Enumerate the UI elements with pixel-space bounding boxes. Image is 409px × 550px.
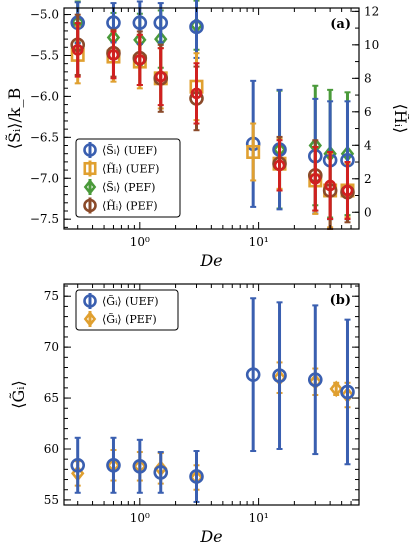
y-tick-label: −6.5 xyxy=(30,130,59,144)
y-tick-label: −6.0 xyxy=(30,89,59,103)
data-point xyxy=(132,15,148,31)
y-tick-label: 70 xyxy=(44,340,59,354)
data-point xyxy=(341,184,354,197)
y-tick-label: −7.0 xyxy=(30,171,59,185)
x-axis-label: De xyxy=(199,527,222,546)
data-point xyxy=(246,144,261,159)
x-axis-label: De xyxy=(199,251,222,270)
legend: ⟨S̃ᵢ⟩ (UEF) ⟨H̃ᵢ⟩ (UEF) ⟨S̃ᵢ⟩ (PEF) ⟨H̃ᵢ⟩ (… xyxy=(75,138,181,218)
y-tick-label: 2 xyxy=(364,172,372,186)
legend-box xyxy=(75,289,179,331)
data-point xyxy=(132,458,148,474)
data-point xyxy=(106,457,121,473)
legend-label: ⟨S̃ᵢ⟩ (PEF) xyxy=(102,181,155,194)
data-point xyxy=(153,15,169,31)
data-point xyxy=(273,159,286,172)
series-4 xyxy=(71,22,354,220)
x-tick-label: 10⁰ xyxy=(130,511,150,525)
y-axis-label-left: ⟨S̃ᵢ⟩/k_B xyxy=(5,88,24,150)
legend-marker xyxy=(83,311,97,327)
data-point xyxy=(71,44,84,56)
y-tick-label: 6 xyxy=(364,105,372,119)
data-point xyxy=(272,368,287,383)
legend-label: ⟨G̃ᵢ⟩ (PEF) xyxy=(102,313,157,326)
data-point xyxy=(190,87,203,100)
legend-marker xyxy=(83,198,97,213)
y-tick-label: 10 xyxy=(364,38,379,52)
y-tick-label: 55 xyxy=(44,493,59,507)
x-tick-label: 10¹ xyxy=(249,511,269,525)
legend-marker xyxy=(83,143,97,157)
data-point xyxy=(340,384,355,400)
y-tick-label: −5.0 xyxy=(30,8,59,22)
y-tick-label: 60 xyxy=(44,442,59,456)
data-point xyxy=(189,469,204,484)
legend-marker xyxy=(83,161,97,176)
y-tick-label: 65 xyxy=(44,391,59,405)
legend-label: ⟨H̃ᵢ⟩ (UEF) xyxy=(102,162,159,175)
data-point xyxy=(154,70,167,83)
legend-box xyxy=(75,138,181,218)
y-axis-label: ⟨G̃ᵢ⟩ xyxy=(9,380,28,408)
data-point xyxy=(189,19,204,35)
legend-label: ⟨S̃ᵢ⟩ (UEF) xyxy=(102,144,157,157)
data-point xyxy=(70,457,86,473)
legend-label: ⟨G̃ᵢ⟩ (UEF) xyxy=(102,295,159,308)
y-tick-label: 0 xyxy=(364,205,372,219)
y-tick-label: −5.5 xyxy=(30,48,59,62)
data-point xyxy=(307,372,323,388)
data-point xyxy=(324,179,336,192)
y-tick-label: 75 xyxy=(44,289,59,303)
y-tick-label: 4 xyxy=(364,138,372,152)
y-tick-label: 12 xyxy=(364,4,379,18)
y-axis-label-right: ⟨H̃ᵢ⟩ xyxy=(391,104,409,134)
data-point xyxy=(309,172,322,185)
legend-marker xyxy=(83,294,97,308)
x-tick-label: 10⁰ xyxy=(130,235,150,249)
legend-label: ⟨H̃ᵢ⟩ (PEF) xyxy=(102,199,158,212)
panel-label: (b) xyxy=(330,293,351,308)
data-point xyxy=(245,367,261,382)
x-tick-label: 10¹ xyxy=(249,235,269,249)
data-point xyxy=(106,15,121,31)
legend: ⟨G̃ᵢ⟩ (UEF) ⟨G̃ᵢ⟩ (PEF) xyxy=(75,289,179,331)
y-tick-label: 8 xyxy=(364,71,372,85)
panel-label: (a) xyxy=(330,17,351,32)
series-0 xyxy=(70,297,355,503)
y-tick-label: −7.5 xyxy=(30,212,59,226)
data-point xyxy=(134,54,146,66)
data-point xyxy=(329,380,343,398)
data-point xyxy=(107,49,120,61)
legend-marker xyxy=(83,179,97,195)
chart-panel-a: 10⁰ 10¹ −7.5 −7.0 −6.5 −6.0 −5.5 −5.0 0 2 4 6 8 10 12 (… xyxy=(5,0,409,270)
data-point xyxy=(153,465,169,480)
